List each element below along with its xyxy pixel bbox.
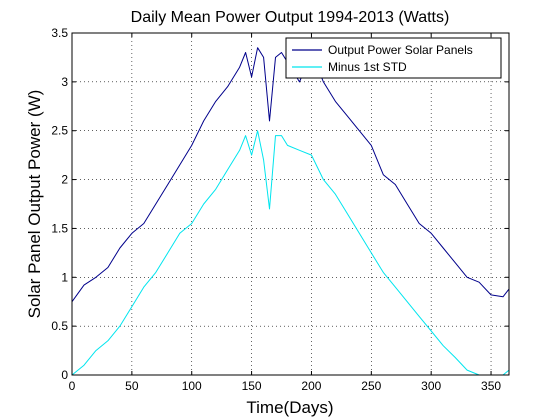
y-tick-label: 0 xyxy=(61,368,68,382)
x-tick-label: 100 xyxy=(182,379,202,393)
y-axis-label: Solar Panel Output Power (W) xyxy=(25,90,44,319)
axis-ticks: 0 50 100 150 200 250 300 350 0 0.5 1 1.5 2 2.5 3 3.5 xyxy=(51,26,509,393)
y-tick-label: 1 xyxy=(61,270,68,284)
y-tick-label: 3 xyxy=(61,75,68,89)
x-tick-label: 150 xyxy=(242,379,262,393)
y-tick-label: 1.5 xyxy=(51,221,68,235)
x-tick-label: 200 xyxy=(301,379,321,393)
y-tick-label: 2.5 xyxy=(51,124,68,138)
legend-label: Output Power Solar Panels xyxy=(328,43,473,57)
y-tick-label: 0.5 xyxy=(51,319,68,333)
series-group xyxy=(71,47,510,376)
legend-box xyxy=(285,37,502,79)
plot-frame xyxy=(71,32,510,376)
legend-label: Minus 1st STD xyxy=(328,60,407,74)
x-tick-label: 50 xyxy=(125,379,139,393)
x-tick-label: 250 xyxy=(361,379,381,393)
legend: Output Power Solar Panels Minus 1st STD xyxy=(285,37,502,79)
x-tick-label: 350 xyxy=(481,379,501,393)
series-line-output-power-solar-panels xyxy=(71,47,510,302)
grid xyxy=(72,33,509,375)
y-tick-label: 2 xyxy=(61,173,68,187)
series-line-minus-1st-std xyxy=(71,130,510,376)
x-tick-label: 0 xyxy=(69,379,76,393)
chart-title: Daily Mean Power Output 1994-2013 (Watts… xyxy=(131,9,450,26)
x-axis-label: Time(Days) xyxy=(246,398,333,417)
x-tick-label: 300 xyxy=(421,379,441,393)
y-tick-label: 3.5 xyxy=(51,26,68,40)
